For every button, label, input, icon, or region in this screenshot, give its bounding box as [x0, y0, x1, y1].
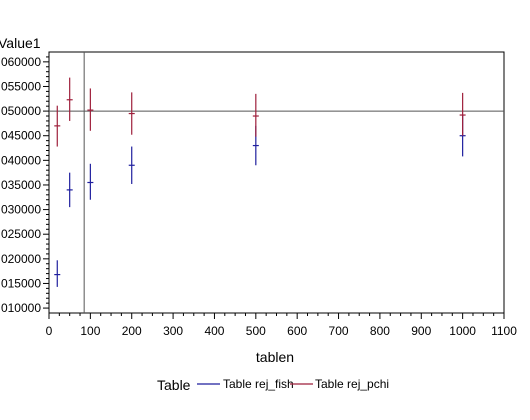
x-tick-label: 700	[329, 324, 349, 338]
y-tick-label: .025000	[0, 227, 41, 241]
x-tick-label: 500	[246, 324, 266, 338]
plot-frame	[48, 51, 505, 314]
plot-area	[48, 51, 505, 314]
y-tick-label: .045000	[0, 129, 41, 143]
x-axis-title: tablen	[256, 349, 294, 365]
y-axis-title: Value1	[0, 35, 41, 51]
x-tick-label: 800	[370, 324, 390, 338]
x-tick-label: 200	[122, 324, 142, 338]
y-tick-label: .010000	[0, 301, 41, 315]
y-tick-label: .050000	[0, 104, 41, 118]
x-tick-label: 1000	[449, 324, 476, 338]
x-tick-label: 400	[204, 324, 224, 338]
x-axis: 0 100 200 300 400 500 600 700 800 900 1000 1100	[46, 313, 517, 338]
legend-title: Table	[157, 377, 191, 393]
series-layer	[54, 77, 466, 287]
y-tick-label: .060000	[0, 55, 41, 69]
y-tick-label: .055000	[0, 79, 41, 93]
y-tick-label: .030000	[0, 203, 41, 217]
y-axis: .010000 .015000 .020000 .025000 .030000 .0350…	[0, 55, 49, 315]
x-tick-label: 600	[287, 324, 307, 338]
x-tick-label: 900	[411, 324, 431, 338]
reference-lines	[49, 52, 504, 313]
x-tick-label: 300	[163, 324, 183, 338]
legend: Table Table rej_fish Table rej_pchi	[157, 377, 389, 393]
y-tick-label: .020000	[0, 252, 41, 266]
series-rej-pchi	[54, 77, 466, 147]
x-tick-label: 100	[80, 324, 100, 338]
x-tick-label: 0	[46, 324, 53, 338]
legend-entry-label: Table rej_pchi	[315, 377, 389, 391]
legend-entry-label: Table rej_fish	[223, 377, 294, 391]
y-tick-label: .015000	[0, 276, 41, 290]
x-tick-label: 1100	[491, 324, 517, 338]
y-tick-label: .035000	[0, 178, 41, 192]
y-tick-label: .040000	[0, 153, 41, 167]
